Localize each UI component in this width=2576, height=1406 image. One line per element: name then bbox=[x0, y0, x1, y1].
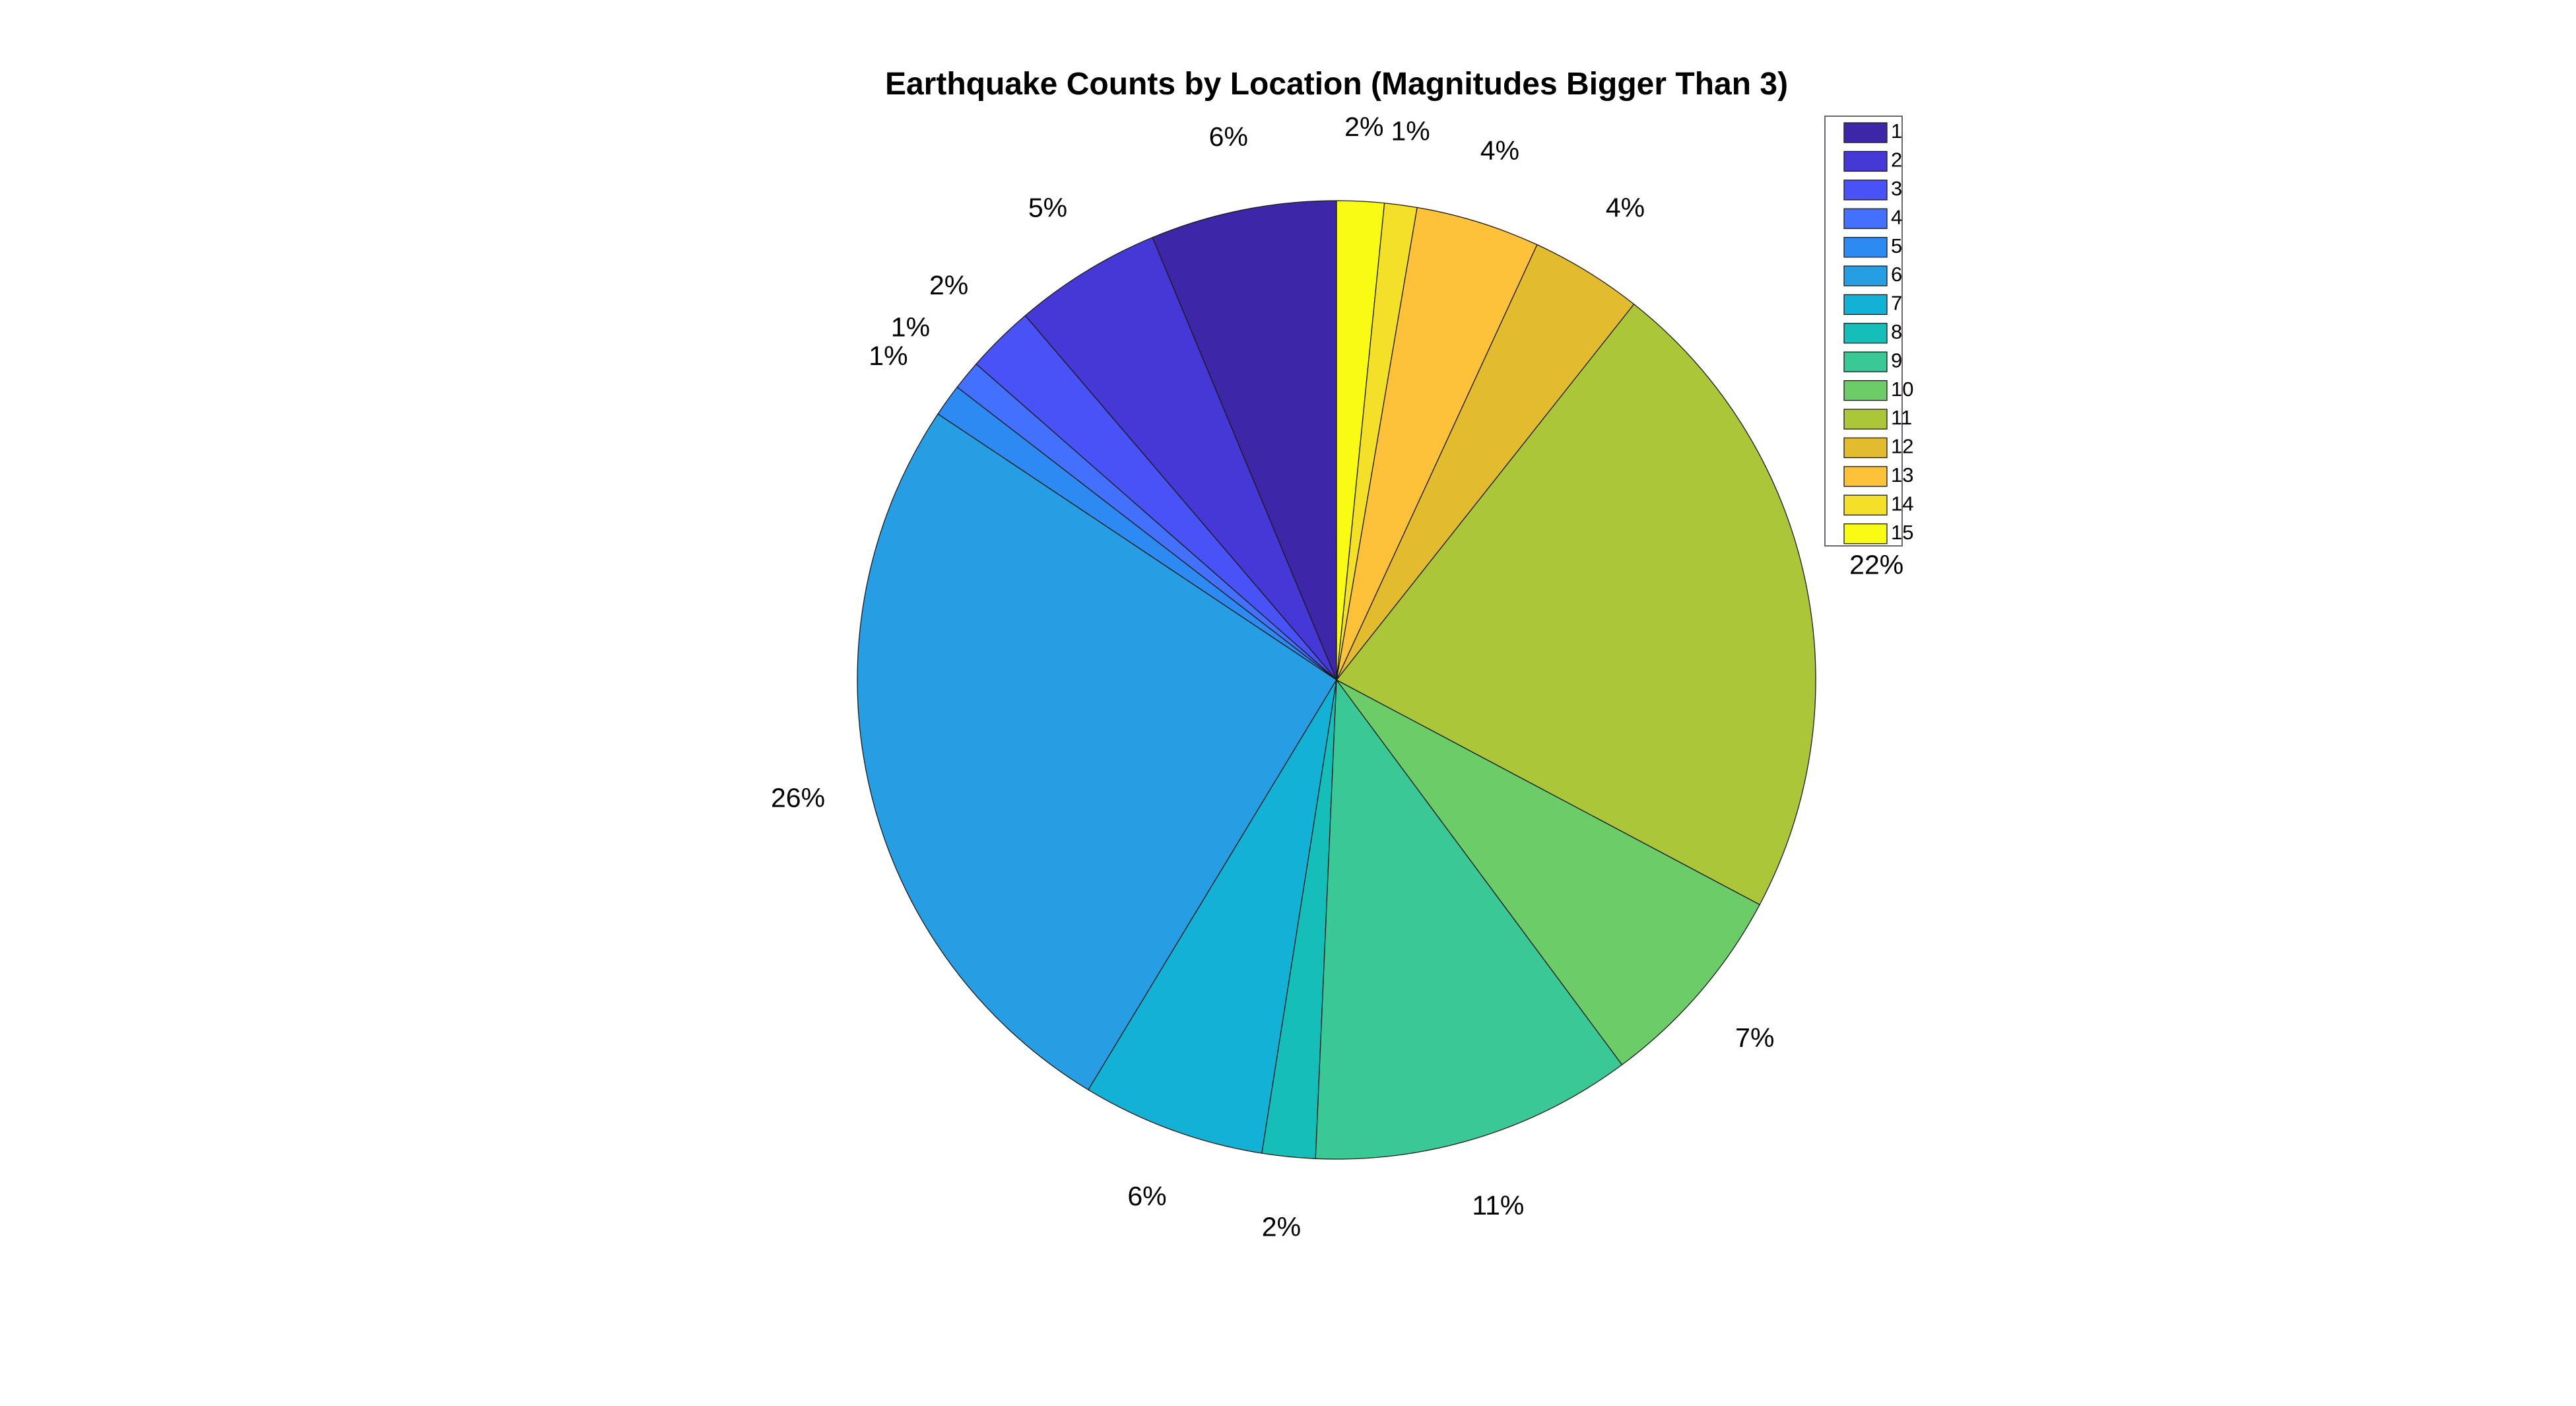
pie-slice-13 bbox=[1336, 207, 1538, 681]
pie-label-3: 2% bbox=[929, 270, 968, 300]
legend-label-3: 3 bbox=[1891, 177, 1902, 200]
legend-label-5: 5 bbox=[1891, 234, 1902, 257]
legend-swatch-2 bbox=[1843, 151, 1888, 172]
legend-label-6: 6 bbox=[1891, 263, 1902, 286]
pie-label-8: 2% bbox=[1262, 1212, 1301, 1242]
legend-label-12: 12 bbox=[1891, 435, 1913, 458]
legend-label-2: 2 bbox=[1891, 149, 1902, 172]
pie-label-4: 1% bbox=[891, 312, 930, 343]
pie-label-13: 4% bbox=[1480, 135, 1519, 166]
legend-label-10: 10 bbox=[1891, 378, 1913, 401]
pie-slice-1 bbox=[1152, 200, 1337, 681]
legend-label-8: 8 bbox=[1891, 320, 1902, 343]
legend-label-1: 1 bbox=[1891, 119, 1902, 143]
legend-label-11: 11 bbox=[1891, 406, 1912, 429]
pie-label-6: 26% bbox=[771, 783, 825, 813]
pie-label-2: 5% bbox=[1028, 192, 1067, 222]
legend-label-7: 7 bbox=[1891, 292, 1902, 315]
legend-swatch-15 bbox=[1843, 523, 1888, 545]
pie-label-11: 22% bbox=[1849, 549, 1903, 580]
legend-swatch-8 bbox=[1843, 323, 1888, 344]
pie-slice-9 bbox=[1315, 679, 1623, 1160]
legend-swatch-9 bbox=[1843, 351, 1888, 372]
pie-slice-2 bbox=[1024, 237, 1337, 681]
pie-label-10: 7% bbox=[1735, 1022, 1774, 1053]
legend-label-14: 14 bbox=[1891, 492, 1913, 515]
pie-percent-labels: 6%5%2%1%1%26%6%2%11%7%22%4%4%1%2% bbox=[771, 112, 1903, 1242]
legend-swatch-4 bbox=[1843, 208, 1888, 229]
legend-swatch-11 bbox=[1843, 409, 1888, 430]
chart-title: Earthquake Counts by Location (Magnitude… bbox=[885, 67, 1788, 102]
pie-slice-15 bbox=[1336, 200, 1385, 681]
pie-label-12: 4% bbox=[1606, 192, 1645, 222]
legend-swatch-14 bbox=[1843, 494, 1888, 516]
legend-label-15: 15 bbox=[1891, 521, 1913, 544]
pie-label-1: 6% bbox=[1209, 121, 1248, 152]
pie-slice-11 bbox=[1336, 304, 1816, 906]
legend-swatch-5 bbox=[1843, 236, 1888, 258]
pie-slices bbox=[857, 200, 1816, 1160]
legend-swatch-3 bbox=[1843, 180, 1888, 201]
legend-label-9: 9 bbox=[1891, 349, 1902, 372]
legend-swatch-13 bbox=[1843, 466, 1888, 487]
legend-swatch-7 bbox=[1843, 294, 1888, 316]
pie-label-14: 1% bbox=[1391, 116, 1430, 146]
legend-swatch-6 bbox=[1843, 265, 1888, 286]
legend-swatch-12 bbox=[1843, 437, 1888, 459]
legend-label-4: 4 bbox=[1891, 205, 1902, 228]
pie-label-9: 11% bbox=[1472, 1190, 1524, 1221]
legend-swatch-10 bbox=[1843, 380, 1888, 401]
pie-label-5: 1% bbox=[869, 341, 908, 371]
pie-slice-6 bbox=[857, 413, 1337, 1090]
pie-slice-10 bbox=[1336, 679, 1760, 1065]
pie-label-15: 2% bbox=[1344, 112, 1383, 142]
pie-slice-7 bbox=[1088, 679, 1337, 1154]
pie-label-7: 6% bbox=[1127, 1181, 1166, 1211]
legend-swatch-1 bbox=[1843, 122, 1888, 143]
legend-label-13: 13 bbox=[1891, 463, 1913, 486]
